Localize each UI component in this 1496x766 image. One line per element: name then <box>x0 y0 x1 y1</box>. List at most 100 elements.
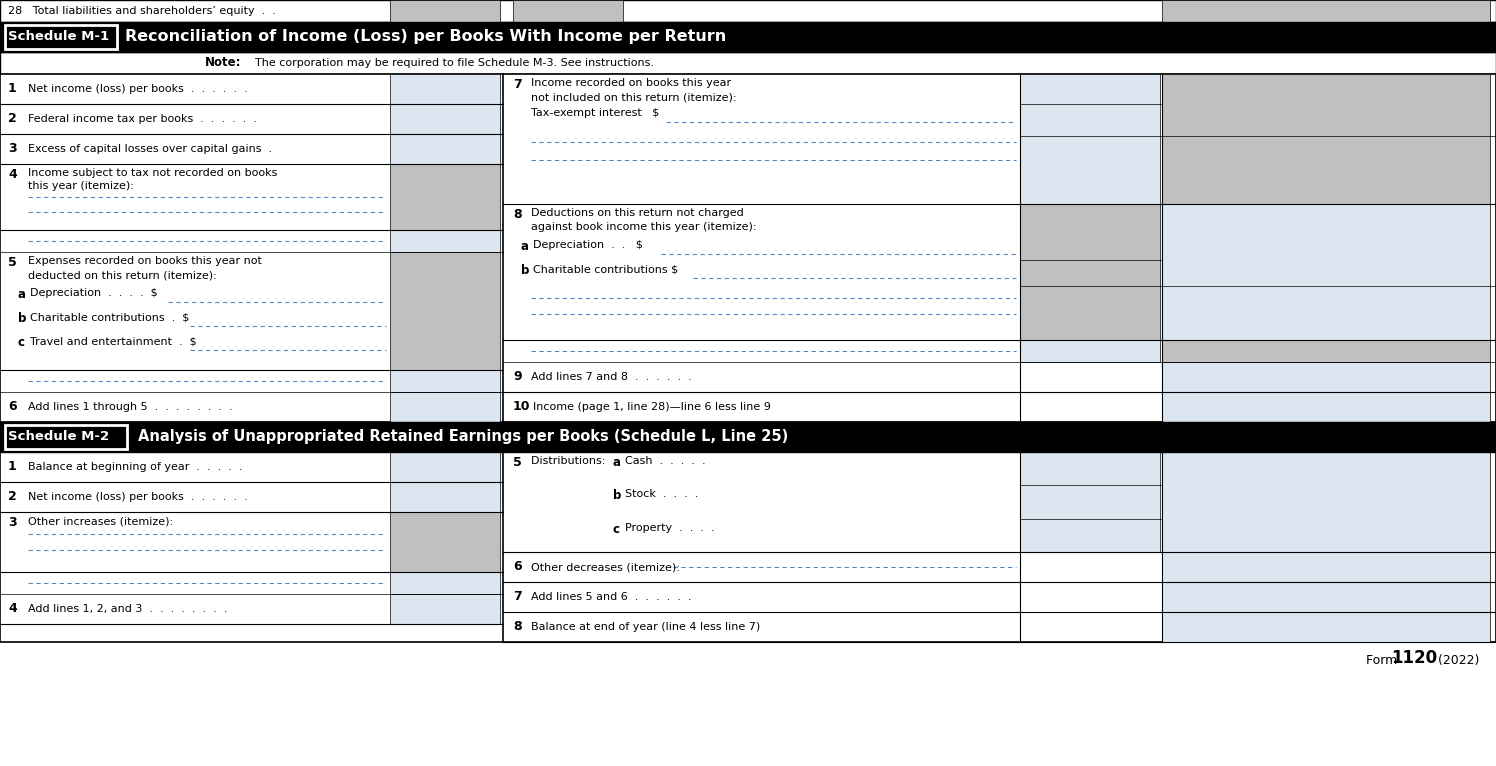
Text: 2: 2 <box>7 490 16 503</box>
Text: 3: 3 <box>7 142 16 155</box>
Bar <box>4 25 117 49</box>
Text: b: b <box>18 312 27 325</box>
Text: this year (itemize):: this year (itemize): <box>28 181 133 191</box>
Text: Form: Form <box>1366 654 1402 667</box>
Text: 4: 4 <box>7 168 16 181</box>
Text: Add lines 1, 2, and 3  .  .  .  .  .  .  .  .: Add lines 1, 2, and 3 . . . . . . . . <box>28 604 227 614</box>
Text: Charitable contributions  .  $: Charitable contributions . $ <box>30 312 190 322</box>
Text: 5: 5 <box>513 456 522 469</box>
Bar <box>0 0 1496 22</box>
Text: Travel and entertainment  .  $: Travel and entertainment . $ <box>30 336 196 346</box>
Text: c: c <box>18 336 25 349</box>
Bar <box>390 230 500 252</box>
Bar <box>390 572 500 594</box>
Text: Distributions:: Distributions: <box>531 456 612 466</box>
Text: Tax-exempt interest   $: Tax-exempt interest $ <box>531 108 660 118</box>
Text: 1: 1 <box>7 83 16 96</box>
Bar <box>390 392 500 422</box>
Text: Schedule M-1: Schedule M-1 <box>7 31 109 44</box>
Text: Cash  .  .  .  .  .: Cash . . . . . <box>625 456 706 466</box>
Text: 4: 4 <box>7 603 16 616</box>
Text: Add lines 7 and 8  .  .  .  .  .  .: Add lines 7 and 8 . . . . . . <box>531 372 691 382</box>
Text: 5: 5 <box>7 256 16 269</box>
Text: Balance at end of year (line 4 less line 7): Balance at end of year (line 4 less line… <box>531 622 760 632</box>
Text: Other decreases (itemize):: Other decreases (itemize): <box>531 562 679 572</box>
Text: against book income this year (itemize):: against book income this year (itemize): <box>531 222 757 232</box>
Text: Income subject to tax not recorded on books: Income subject to tax not recorded on bo… <box>28 168 277 178</box>
Text: b: b <box>613 489 621 502</box>
Text: 9: 9 <box>513 371 522 384</box>
Bar <box>1162 362 1490 392</box>
Text: 8: 8 <box>513 620 522 633</box>
Bar <box>1020 74 1159 204</box>
Text: Income recorded on books this year: Income recorded on books this year <box>531 78 732 88</box>
Text: 1120: 1120 <box>1391 649 1438 667</box>
Text: Income (page 1, line 28)—line 6 less line 9: Income (page 1, line 28)—line 6 less lin… <box>533 402 770 412</box>
Bar <box>390 370 500 392</box>
Text: 6: 6 <box>513 561 522 574</box>
Text: 7: 7 <box>513 78 522 91</box>
Text: not included on this return (itemize):: not included on this return (itemize): <box>531 92 736 102</box>
Bar <box>0 52 1496 74</box>
Bar <box>0 22 1496 52</box>
Text: a: a <box>521 240 530 253</box>
Text: Expenses recorded on books this year not: Expenses recorded on books this year not <box>28 256 262 266</box>
Bar <box>1020 452 1159 552</box>
Text: 3: 3 <box>7 516 16 529</box>
Text: 8: 8 <box>513 208 522 221</box>
Bar <box>0 74 1496 422</box>
Bar <box>1162 452 1490 552</box>
Bar <box>1020 204 1159 340</box>
Text: Deductions on this return not charged: Deductions on this return not charged <box>531 208 744 218</box>
Bar <box>390 482 500 512</box>
Text: The corporation may be required to file Schedule M-3. See instructions.: The corporation may be required to file … <box>248 58 654 68</box>
Bar <box>390 512 500 572</box>
Text: 1: 1 <box>7 460 16 473</box>
Bar <box>1020 340 1159 362</box>
Text: Balance at beginning of year  .  .  .  .  .: Balance at beginning of year . . . . . <box>28 462 242 472</box>
Text: Stock  .  .  .  .: Stock . . . . <box>625 489 699 499</box>
Text: Other increases (itemize):: Other increases (itemize): <box>28 516 174 526</box>
Bar <box>1162 612 1490 642</box>
Bar <box>0 422 1496 452</box>
Text: b: b <box>521 264 530 277</box>
Text: (2022): (2022) <box>1435 654 1480 667</box>
Text: Note:: Note: <box>205 57 241 70</box>
Bar <box>390 164 500 230</box>
Bar <box>1162 582 1490 612</box>
Text: Net income (loss) per books  .  .  .  .  .  .: Net income (loss) per books . . . . . . <box>28 84 248 94</box>
Text: 10: 10 <box>513 401 531 414</box>
Text: Add lines 1 through 5  .  .  .  .  .  .  .  .: Add lines 1 through 5 . . . . . . . . <box>28 402 232 412</box>
Bar <box>1162 392 1490 422</box>
Text: Reconciliation of Income (Loss) per Books With Income per Return: Reconciliation of Income (Loss) per Book… <box>126 30 726 44</box>
Bar <box>1162 204 1490 340</box>
Bar <box>1162 0 1490 22</box>
Bar <box>1162 74 1490 204</box>
Text: Net income (loss) per books  .  .  .  .  .  .: Net income (loss) per books . . . . . . <box>28 492 248 502</box>
Text: Depreciation  .  .   $: Depreciation . . $ <box>533 240 643 250</box>
Bar <box>1162 552 1490 582</box>
Bar <box>1162 340 1490 362</box>
Bar <box>513 0 622 22</box>
Text: Property  .  .  .  .: Property . . . . <box>625 522 715 532</box>
Text: c: c <box>613 522 619 535</box>
Text: Analysis of Unappropriated Retained Earnings per Books (Schedule L, Line 25): Analysis of Unappropriated Retained Earn… <box>138 430 788 444</box>
Text: Add lines 5 and 6  .  .  .  .  .  .: Add lines 5 and 6 . . . . . . <box>531 592 691 602</box>
Bar <box>0 452 1496 642</box>
Text: a: a <box>18 288 25 301</box>
Text: Depreciation  .  .  .  .  $: Depreciation . . . . $ <box>30 288 157 298</box>
Text: deducted on this return (itemize):: deducted on this return (itemize): <box>28 270 217 280</box>
Bar <box>390 104 500 134</box>
Bar <box>390 134 500 164</box>
Bar <box>390 594 500 624</box>
Text: Federal income tax per books  .  .  .  .  .  .: Federal income tax per books . . . . . . <box>28 114 257 124</box>
Text: 7: 7 <box>513 591 522 604</box>
Text: 6: 6 <box>7 401 16 414</box>
Bar <box>390 74 500 104</box>
Text: Charitable contributions $: Charitable contributions $ <box>533 264 678 274</box>
Bar <box>4 425 127 449</box>
Text: a: a <box>613 456 621 469</box>
Text: 2: 2 <box>7 113 16 126</box>
Bar <box>390 452 500 482</box>
Text: 28   Total liabilities and shareholders’ equity  .  .: 28 Total liabilities and shareholders’ e… <box>7 6 275 16</box>
